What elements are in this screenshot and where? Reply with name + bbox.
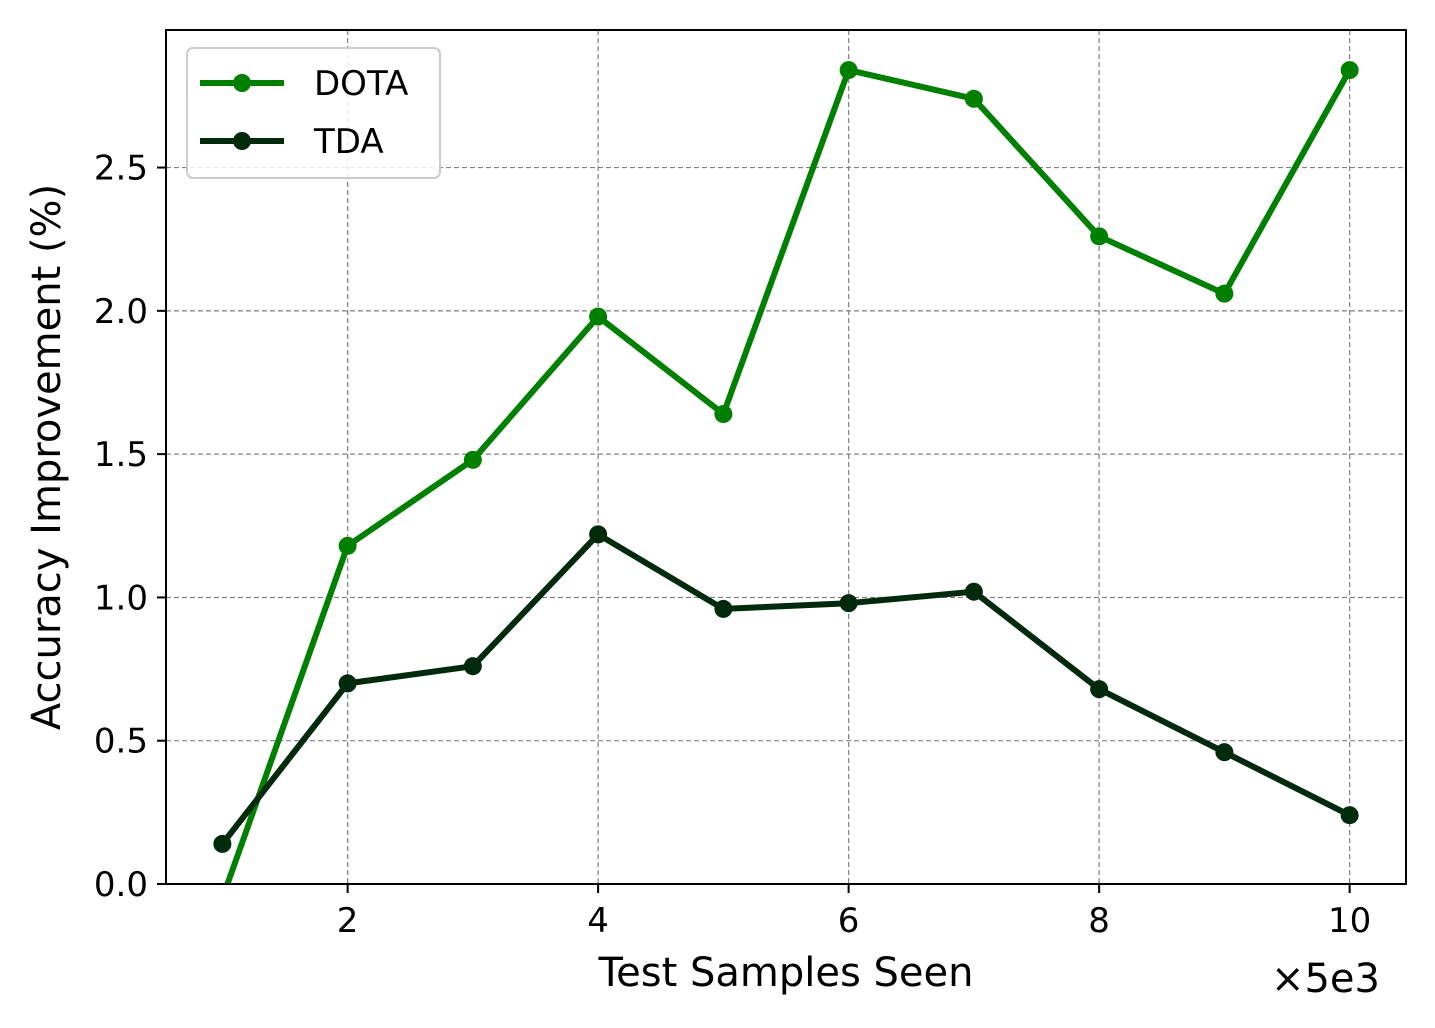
y-tick-label: 1.5 bbox=[94, 435, 148, 475]
data-point-tda bbox=[213, 834, 232, 853]
data-point-tda bbox=[1215, 743, 1234, 762]
data-point-dota bbox=[839, 61, 858, 80]
data-point-dota bbox=[714, 405, 733, 424]
y-tick-label: 2.0 bbox=[94, 292, 148, 332]
data-point-dota bbox=[1340, 61, 1359, 80]
x-tick-label: 8 bbox=[1088, 901, 1110, 941]
y-tick-label: 0.0 bbox=[94, 865, 148, 905]
legend-item-dota: DOTA bbox=[200, 64, 408, 104]
legend-swatch-marker bbox=[233, 132, 251, 150]
series-tda bbox=[213, 525, 1359, 853]
series-line-dota bbox=[224, 67, 1353, 884]
series-layer bbox=[213, 61, 1359, 884]
data-point-tda bbox=[839, 594, 858, 613]
x-tick-label: 4 bbox=[587, 901, 609, 941]
data-point-dota bbox=[964, 89, 983, 108]
x-tick-label: 6 bbox=[838, 901, 860, 941]
legend-label: TDA bbox=[313, 122, 384, 162]
axis-ticks: 2 4 6 8 10 0.0 0.5 1.0 1.5 2.0 2.5 bbox=[94, 149, 1371, 941]
legend: DOTA TDA bbox=[186, 47, 441, 179]
y-tick-label: 0.5 bbox=[94, 722, 148, 762]
y-tick-label: 2.5 bbox=[94, 149, 148, 189]
x-axis-label: Test Samples Seen bbox=[598, 950, 974, 996]
data-point-dota bbox=[1215, 284, 1234, 303]
y-tick-label: 1.0 bbox=[94, 578, 148, 618]
data-point-tda bbox=[463, 657, 482, 676]
y-axis-label: Accuracy Improvement (%) bbox=[24, 184, 70, 730]
data-point-tda bbox=[964, 582, 983, 601]
data-point-dota bbox=[338, 536, 357, 555]
x-axis-offset-label: ×5e3 bbox=[1271, 956, 1380, 1002]
data-point-tda bbox=[1340, 806, 1359, 825]
x-tick-label: 2 bbox=[337, 901, 359, 941]
data-point-tda bbox=[589, 525, 608, 544]
data-point-dota bbox=[463, 450, 482, 469]
plot-frame bbox=[165, 29, 1407, 885]
data-point-tda bbox=[338, 674, 357, 693]
data-point-dota bbox=[589, 307, 608, 326]
data-point-tda bbox=[1090, 680, 1109, 699]
series-dota bbox=[224, 61, 1359, 884]
legend-label: DOTA bbox=[314, 64, 408, 104]
legend-item-tda: TDA bbox=[200, 122, 384, 162]
data-point-tda bbox=[714, 599, 733, 618]
x-tick-label: 10 bbox=[1328, 901, 1371, 941]
legend-swatch-marker bbox=[233, 74, 251, 92]
series-line-tda bbox=[219, 531, 1353, 847]
data-point-dota bbox=[1090, 227, 1109, 246]
